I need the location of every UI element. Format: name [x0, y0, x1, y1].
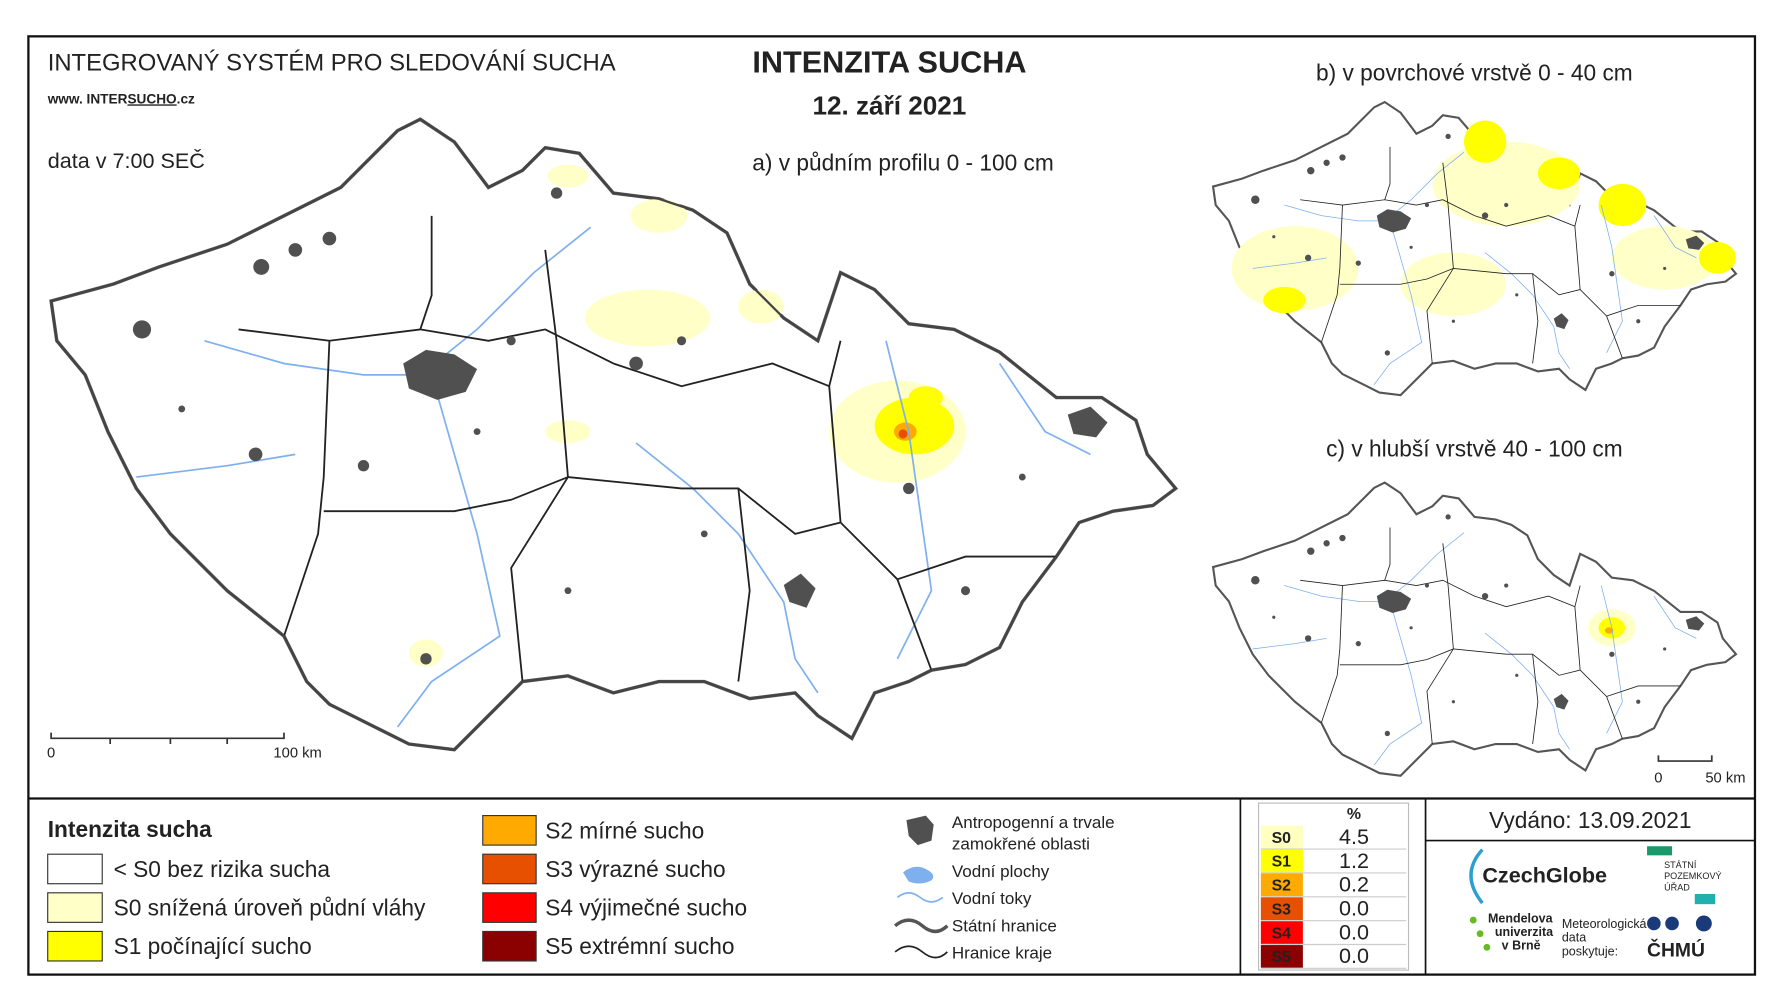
legend-label: S1 počínající sucho [114, 933, 312, 959]
stats-frame [1258, 802, 1410, 971]
map-b [1211, 100, 1738, 397]
legend-swatch [482, 892, 537, 923]
chmu-logo: ČHMÚ [1647, 937, 1705, 961]
stats-class-cell [1260, 873, 1303, 897]
stats-class: S0 [1272, 830, 1292, 847]
legend-label: S2 mírné sucho [545, 817, 704, 843]
scale-start-c: 0 [1654, 771, 1662, 787]
chmu-note: data [1562, 931, 1586, 945]
scale-start-a: 0 [47, 746, 55, 762]
main-title: INTENZITA SUCHA [752, 46, 1026, 80]
czechglobe-arc [1469, 848, 1484, 905]
mendelu-dots [1469, 916, 1491, 951]
state-border-label: Státní hranice [952, 916, 1057, 935]
stats-class-cell [1260, 945, 1303, 968]
spu-logo: STÁTNÍ [1664, 860, 1697, 870]
stats-class-cell [1260, 897, 1303, 921]
rivers-label: Vodní toky [952, 889, 1032, 908]
stats-class: S4 [1272, 925, 1292, 942]
scale-bar-c [1657, 755, 1713, 762]
mendelu-logo: Mendelova [1488, 911, 1554, 925]
stats-percent: 0.0 [1339, 943, 1369, 968]
stats-class: S2 [1272, 878, 1292, 895]
stats-table: S0 4.5 S1 1.2 S2 0.2 S3 0.0 S4 0.0 S5 0.0 [1260, 824, 1407, 969]
scale-end-a: 100 km [273, 746, 321, 762]
legend-swatch [482, 930, 537, 962]
scale-end-c: 50 km [1705, 771, 1745, 787]
legend-swatch [482, 815, 537, 846]
spu-mark [1647, 846, 1673, 856]
legend: < S0 bez rizika sucha S0 snížená úroveň p… [47, 815, 747, 962]
data-time: data v 7:00 SEČ [48, 148, 205, 173]
river-icon [896, 891, 944, 903]
website: www. INTERSUCHO.cz [47, 91, 195, 106]
chmu-icon [1647, 915, 1712, 932]
anthropogenic-label: Antropogenní a trvale [952, 813, 1115, 832]
stats-class: S1 [1272, 854, 1292, 871]
state-border-icon [893, 918, 949, 934]
chmu-note: Meteorologická [1562, 917, 1647, 931]
stats-class-cell [1260, 921, 1303, 944]
map-a-label: a) v půdním profilu 0 - 100 cm [752, 149, 1054, 175]
stats-class: S3 [1272, 901, 1292, 918]
legend-label: < S0 bez rizika sucha [114, 856, 331, 882]
spu-logo: ÚŘAD [1664, 883, 1690, 893]
anthropogenic-icon [906, 815, 934, 846]
map-c [1211, 481, 1738, 777]
stats-class-cell [1260, 825, 1303, 849]
legend-label: S0 snížená úroveň půdní vláhy [114, 895, 426, 921]
legend-label: S3 výrazné sucho [545, 856, 725, 882]
stats-percent: 4.5 [1339, 824, 1369, 849]
anthropogenic-label: zamokřené oblasti [952, 835, 1090, 854]
legend-swatch [47, 930, 103, 962]
stats-percent: 0.0 [1339, 919, 1369, 944]
mendelu-logo: univerzita [1495, 925, 1554, 939]
stats-percent: 0.2 [1339, 872, 1369, 897]
legend-label: S5 extrémní sucho [545, 933, 734, 959]
czechglobe-logo: CzechGlobe [1482, 863, 1607, 888]
legend-swatch [47, 853, 103, 885]
region-border-label: Hranice kraje [952, 944, 1052, 963]
date: 12. září 2021 [812, 91, 966, 121]
map-b-label: b) v povrchové vrstvě 0 - 40 cm [1316, 60, 1633, 86]
stats-class-cell [1260, 849, 1303, 873]
issued: Vydáno: 13.09.2021 [1489, 807, 1691, 833]
region-border-icon [894, 945, 948, 959]
map-c-label: c) v hlubší vrstvě 40 - 100 cm [1326, 436, 1623, 462]
legend-swatch [47, 892, 103, 923]
mendelu-logo: v Brně [1502, 939, 1541, 953]
stats-header: % [1347, 806, 1361, 823]
spu-mark [1694, 893, 1716, 905]
water-icon [903, 866, 934, 884]
water-bodies-label: Vodní plochy [952, 862, 1050, 881]
stats-percent: 0.0 [1339, 896, 1369, 921]
legend-label: S4 výjimečné sucho [545, 895, 747, 921]
url-highlight: SUCHO [127, 91, 177, 106]
map-a [49, 117, 1178, 752]
url-prefix: www. INTER [47, 91, 128, 106]
legend-title: Intenzita sucha [48, 816, 212, 842]
stats-percent: 1.2 [1339, 848, 1369, 873]
url-suffix: .cz [177, 91, 195, 106]
stats-class: S5 [1272, 949, 1292, 966]
chmu-note: poskytuje: [1562, 944, 1618, 958]
system-title: INTEGROVANÝ SYSTÉM PRO SLEDOVÁNÍ SUCHA [48, 49, 616, 76]
scale-bar-a [50, 732, 285, 745]
legend-swatch [482, 853, 537, 885]
spu-logo: POZEMKOVÝ [1664, 871, 1722, 881]
